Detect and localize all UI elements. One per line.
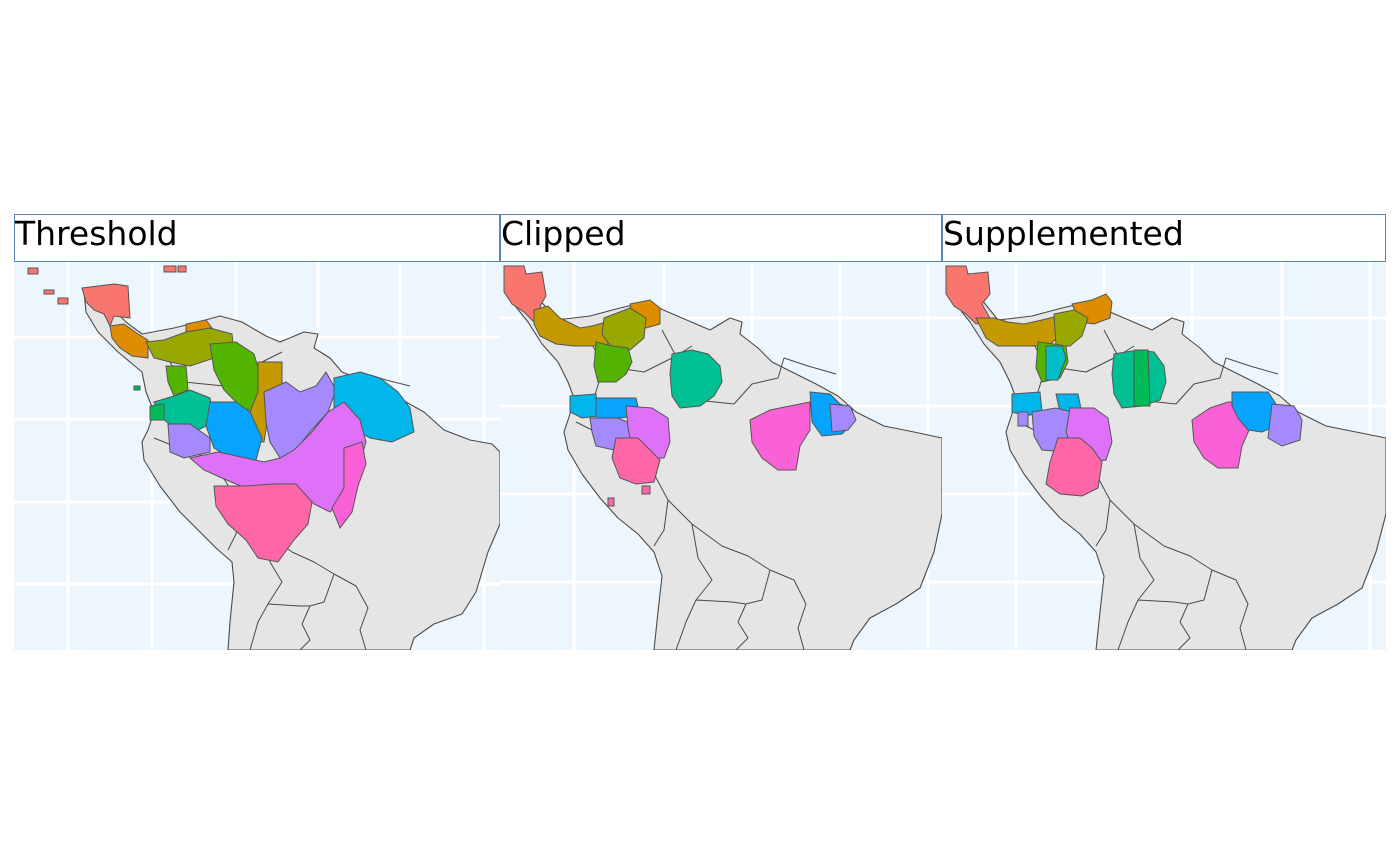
region-12: [213, 483, 313, 563]
region-14: [1231, 391, 1277, 433]
map-supplemented: [942, 262, 1386, 650]
region-11: [607, 437, 661, 507]
map-threshold: [14, 262, 500, 650]
region-14: [829, 403, 857, 433]
facet-title-supplemented: Supplemented: [943, 214, 1184, 253]
facet-strip-supplemented: Supplemented: [942, 214, 1386, 262]
region-8: [1133, 349, 1151, 407]
panel-threshold: Threshold: [14, 214, 500, 650]
range-regions: [503, 265, 857, 507]
range-regions: [945, 265, 1303, 497]
region-7: [569, 393, 599, 419]
region-13: [1191, 401, 1251, 469]
region-5: [593, 341, 633, 383]
map-clipped-svg: [500, 262, 942, 650]
map-supplemented-svg: [942, 262, 1386, 650]
region-1: [27, 265, 187, 328]
region-12: [749, 401, 811, 471]
map-threshold-svg: [14, 262, 500, 650]
region-11: [331, 441, 367, 530]
facet-title-clipped: Clipped: [501, 214, 626, 253]
region-4: [601, 307, 647, 351]
facet-title-threshold: Threshold: [15, 214, 178, 253]
region-13: [133, 385, 165, 421]
facet-strip-threshold: Threshold: [14, 214, 500, 262]
map-clipped: [500, 262, 942, 650]
range-regions: [27, 265, 415, 563]
region-1: [945, 265, 993, 325]
facet-strip-clipped: Clipped: [500, 214, 942, 262]
region-12: [1045, 437, 1103, 497]
region-6: [669, 349, 723, 409]
region-15: [1267, 403, 1303, 447]
panel-clipped: Clipped: [500, 214, 942, 650]
region-6: [1045, 345, 1067, 381]
panel-supplemented: Supplemented: [942, 214, 1386, 650]
